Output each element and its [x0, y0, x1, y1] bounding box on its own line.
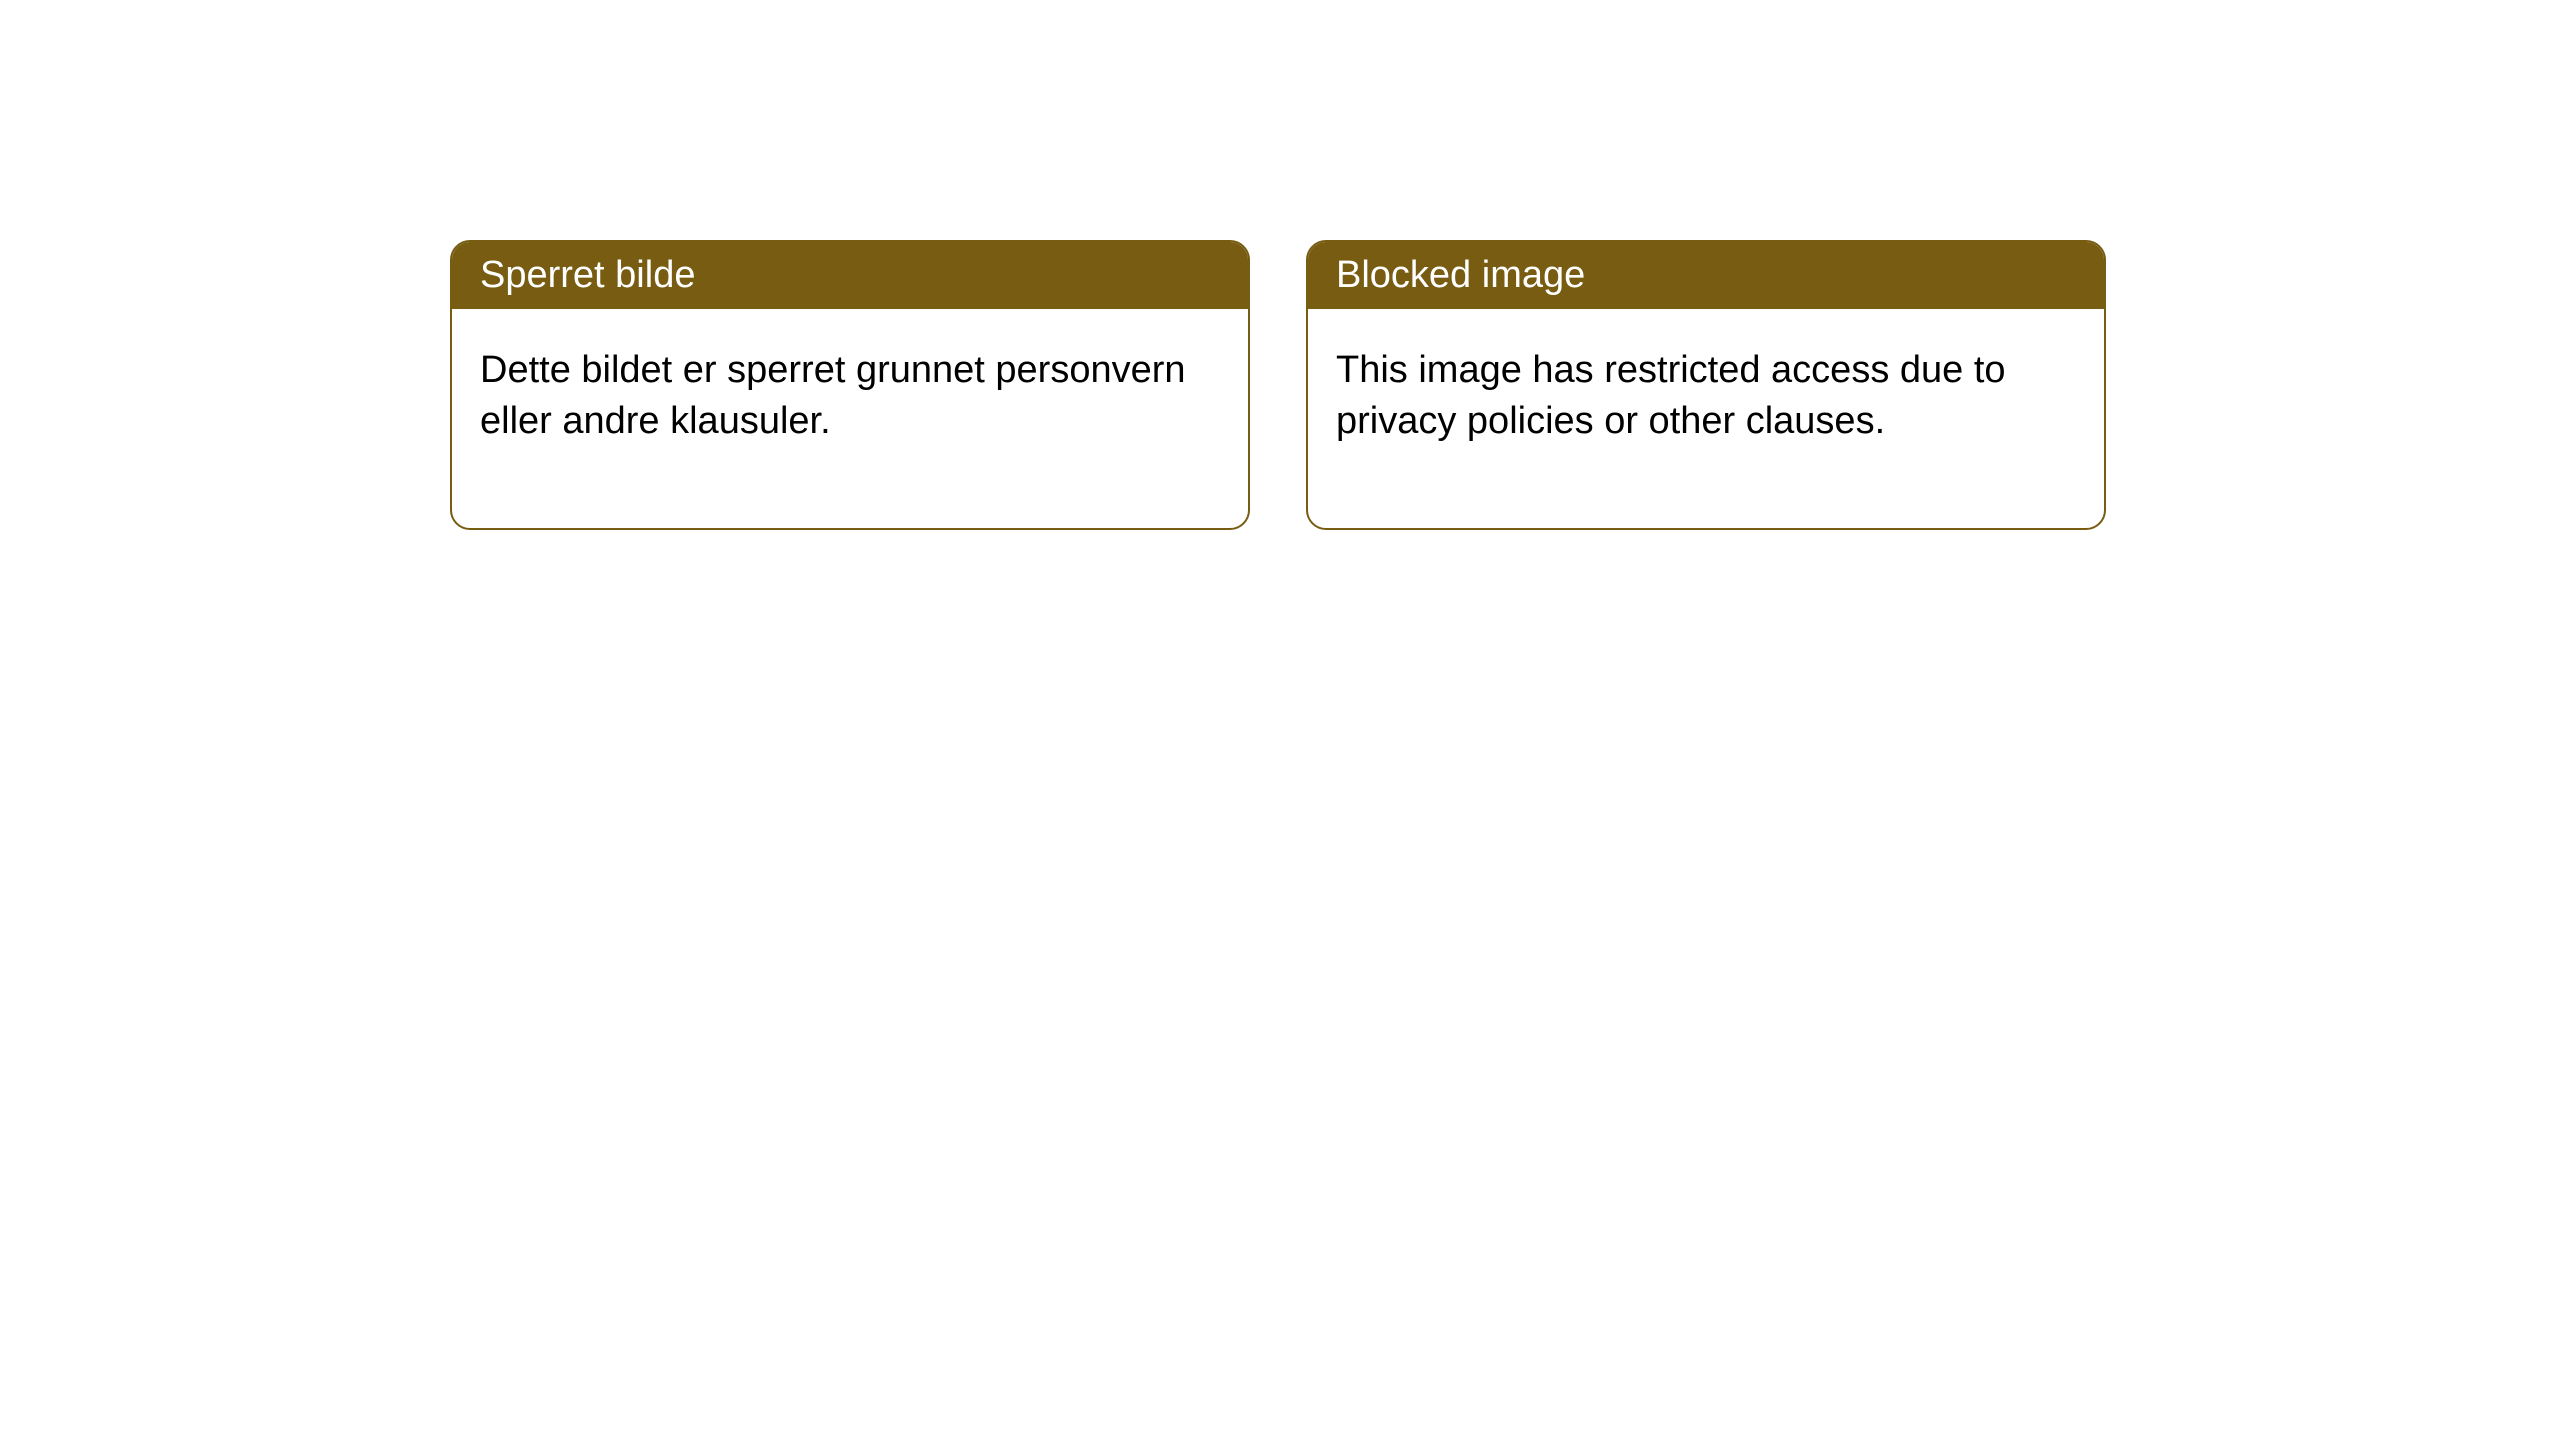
card-body-text: Dette bildet er sperret grunnet personve… [480, 349, 1186, 442]
card-body-text: This image has restricted access due to … [1336, 349, 2006, 442]
card-header: Blocked image [1308, 242, 2104, 309]
notice-cards-container: Sperret bilde Dette bildet er sperret gr… [450, 240, 2106, 530]
card-title: Sperret bilde [480, 254, 695, 296]
card-title: Blocked image [1336, 254, 1585, 296]
notice-card-english: Blocked image This image has restricted … [1306, 240, 2106, 530]
card-body: Dette bildet er sperret grunnet personve… [452, 309, 1248, 528]
notice-card-norwegian: Sperret bilde Dette bildet er sperret gr… [450, 240, 1250, 530]
card-header: Sperret bilde [452, 242, 1248, 309]
card-body: This image has restricted access due to … [1308, 309, 2104, 528]
